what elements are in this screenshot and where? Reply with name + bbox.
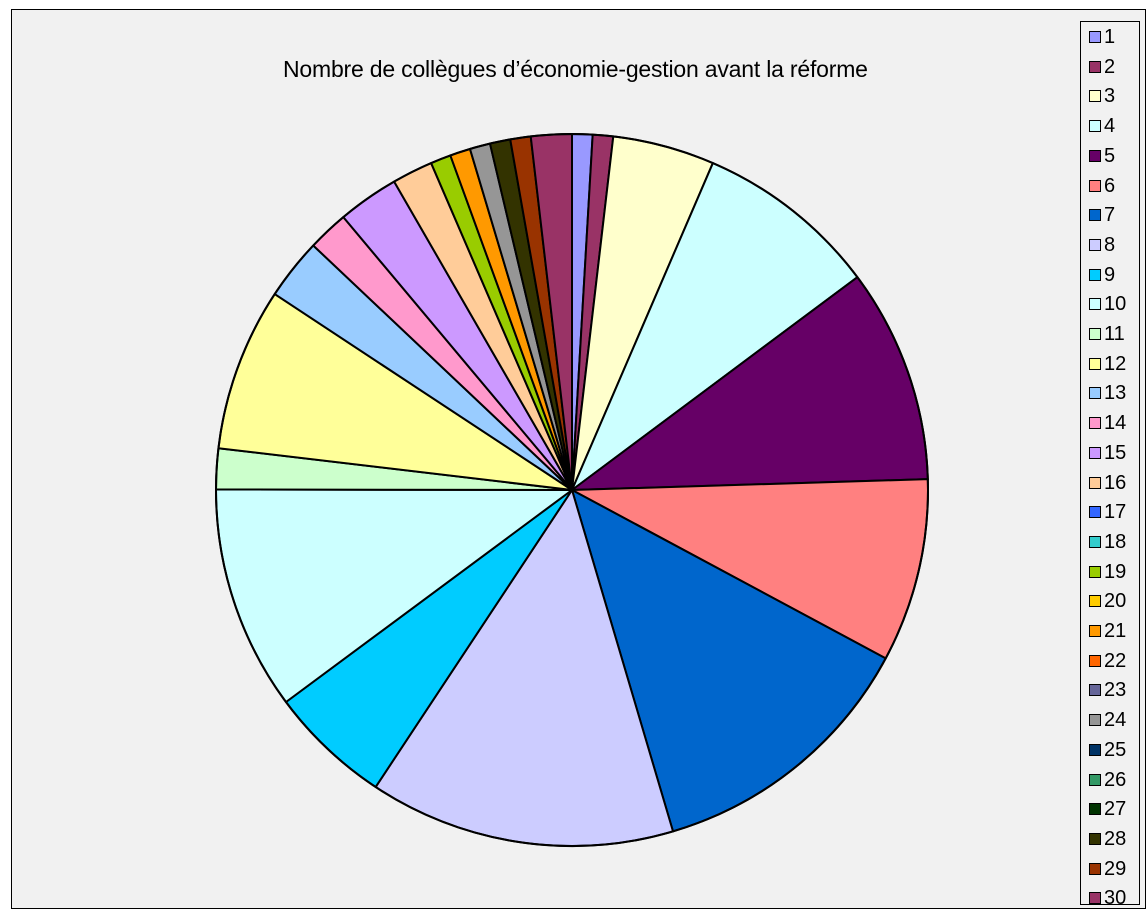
legend-label-13: 13 xyxy=(1104,382,1127,405)
legend-swatch-7 xyxy=(1089,209,1101,222)
legend-item-6: 6 xyxy=(1089,173,1115,199)
legend-label-9: 9 xyxy=(1104,263,1116,286)
legend-label-1: 1 xyxy=(1104,26,1116,48)
pie-outline xyxy=(215,133,929,847)
legend-label-19: 19 xyxy=(1104,560,1127,583)
legend-item-10: 10 xyxy=(1089,291,1126,317)
legend-label-4: 4 xyxy=(1104,115,1116,138)
legend-item-28: 28 xyxy=(1089,826,1126,852)
legend-label-22: 22 xyxy=(1104,649,1127,672)
legend-label-8: 8 xyxy=(1104,233,1116,256)
legend-item-18: 18 xyxy=(1089,529,1126,555)
legend-swatch-16 xyxy=(1089,476,1101,489)
legend-item-16: 16 xyxy=(1089,470,1126,496)
legend-item-8: 8 xyxy=(1089,232,1115,258)
legend-swatch-14 xyxy=(1089,417,1101,430)
legend-item-4: 4 xyxy=(1089,113,1115,139)
legend-label-10: 10 xyxy=(1104,293,1127,316)
legend-item-30: 30 xyxy=(1089,885,1126,911)
legend-item-13: 13 xyxy=(1089,380,1126,406)
legend-label-14: 14 xyxy=(1104,412,1127,435)
legend-swatch-23 xyxy=(1089,684,1101,697)
legend-swatch-29 xyxy=(1089,862,1101,875)
legend-label-16: 16 xyxy=(1104,471,1127,494)
legend-swatch-8 xyxy=(1089,238,1101,251)
legend-label-5: 5 xyxy=(1104,144,1116,167)
legend-swatch-6 xyxy=(1089,179,1101,192)
legend-swatch-9 xyxy=(1089,268,1101,281)
legend-label-11: 11 xyxy=(1104,323,1125,345)
legend-item-23: 23 xyxy=(1089,677,1126,703)
legend-item-22: 22 xyxy=(1089,648,1126,674)
legend-item-7: 7 xyxy=(1089,202,1115,228)
legend-label-20: 20 xyxy=(1104,590,1127,613)
legend-item-11: 11 xyxy=(1089,321,1125,347)
legend-swatch-21 xyxy=(1089,625,1101,637)
legend-item-17: 17 xyxy=(1089,499,1126,525)
legend-item-2: 2 xyxy=(1089,54,1115,80)
legend-item-5: 5 xyxy=(1089,143,1115,169)
legend-item-15: 15 xyxy=(1089,440,1126,466)
legend-swatch-5 xyxy=(1089,149,1101,162)
legend-swatch-15 xyxy=(1089,446,1101,459)
legend-label-17: 17 xyxy=(1104,501,1127,524)
legend-item-9: 9 xyxy=(1089,262,1115,288)
legend-swatch-28 xyxy=(1089,832,1101,845)
legend-swatch-20 xyxy=(1089,595,1101,608)
legend-swatch-12 xyxy=(1089,357,1101,370)
legend: 1 2 3 4 5 6 7 8 9 10 11 12 13 14 15 16 17 18 19 20 21 22 23 24 2… xyxy=(1080,21,1140,908)
legend-item-3: 3 xyxy=(1089,83,1115,109)
legend-swatch-3 xyxy=(1089,90,1101,103)
legend-item-24: 24 xyxy=(1089,707,1126,733)
legend-label-28: 28 xyxy=(1104,827,1127,850)
legend-label-18: 18 xyxy=(1104,530,1127,553)
legend-swatch-13 xyxy=(1089,387,1101,400)
chart-title: Nombre de collègues d’économie-gestion a… xyxy=(283,56,868,82)
legend-label-7: 7 xyxy=(1104,204,1116,227)
legend-swatch-26 xyxy=(1089,773,1101,786)
legend-swatch-18 xyxy=(1089,535,1101,548)
legend-item-12: 12 xyxy=(1089,351,1126,377)
pie-chart xyxy=(214,132,929,847)
legend-label-26: 26 xyxy=(1104,768,1127,791)
legend-item-29: 29 xyxy=(1089,856,1126,882)
legend-swatch-2 xyxy=(1089,60,1101,73)
legend-swatch-27 xyxy=(1089,803,1101,816)
legend-label-3: 3 xyxy=(1104,85,1116,108)
legend-item-1: 1 xyxy=(1089,24,1115,50)
legend-item-20: 20 xyxy=(1089,588,1126,614)
legend-swatch-24 xyxy=(1089,714,1101,727)
legend-label-2: 2 xyxy=(1104,55,1116,78)
legend-label-25: 25 xyxy=(1104,738,1127,761)
legend-swatch-22 xyxy=(1089,654,1101,667)
legend-swatch-4 xyxy=(1089,120,1101,133)
legend-item-27: 27 xyxy=(1089,796,1126,822)
legend-swatch-10 xyxy=(1089,298,1101,311)
legend-item-26: 26 xyxy=(1089,767,1126,793)
legend-swatch-30 xyxy=(1089,892,1101,905)
legend-label-30: 30 xyxy=(1104,887,1127,910)
legend-label-29: 29 xyxy=(1104,857,1127,880)
legend-swatch-11 xyxy=(1089,328,1101,340)
legend-swatch-17 xyxy=(1089,506,1101,519)
legend-item-14: 14 xyxy=(1089,410,1126,436)
legend-swatch-1 xyxy=(1089,31,1101,43)
legend-label-23: 23 xyxy=(1104,679,1127,702)
legend-label-15: 15 xyxy=(1104,441,1127,464)
legend-label-6: 6 xyxy=(1104,174,1116,197)
legend-label-27: 27 xyxy=(1104,798,1127,821)
legend-item-25: 25 xyxy=(1089,737,1126,763)
legend-label-21: 21 xyxy=(1104,620,1127,642)
legend-item-19: 19 xyxy=(1089,559,1126,585)
legend-label-12: 12 xyxy=(1104,352,1127,375)
legend-label-24: 24 xyxy=(1104,709,1127,732)
legend-item-21: 21 xyxy=(1089,618,1126,644)
legend-swatch-19 xyxy=(1089,565,1101,578)
legend-swatch-25 xyxy=(1089,743,1101,756)
